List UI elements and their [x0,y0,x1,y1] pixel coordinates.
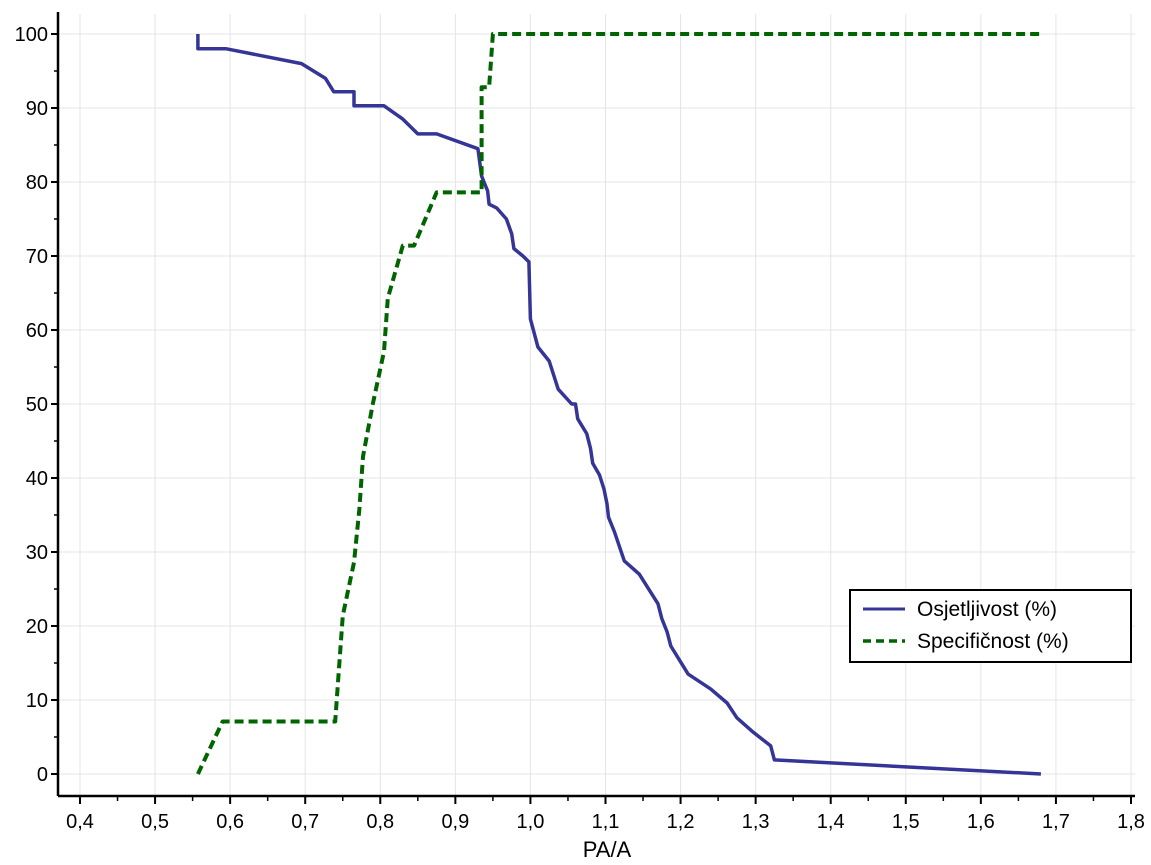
x-tick-label: 1,2 [667,811,695,833]
y-tick-label: 10 [26,690,48,712]
x-tick-label: 1,6 [967,811,995,833]
x-axis-title: PA/A [583,837,632,862]
y-tick-label: 70 [26,246,48,268]
x-tick-label: 0,7 [291,811,319,833]
x-tick-label: 0,8 [366,811,394,833]
ticks: 0 10 20 30 40 50 60 70 80 90 100 0,4 0,5 0,6 0,7 0,8 0,9… [15,24,1145,833]
y-tick-label: 50 [26,394,48,416]
y-tick-label: 90 [26,98,48,120]
legend: Osjetljivost (%) Specifičnost (%) [849,589,1132,663]
y-tick-label: 60 [26,320,48,342]
series-line-sensitivity [196,34,1041,776]
x-tick-label: 1,0 [517,811,545,833]
y-tick-label: 30 [26,542,48,564]
x-tick-label: 0,9 [441,811,469,833]
x-tick-label: 0,5 [141,811,169,833]
x-tick-label: 1,8 [1117,811,1145,833]
x-tick-label: 1,7 [1042,811,1070,833]
x-tick-label: 1,5 [892,811,920,833]
y-tick-label: 0 [37,764,48,786]
grid [58,14,1135,796]
series-layer [196,32,1041,776]
x-tick-label: 1,3 [742,811,770,833]
legend-box [849,589,1132,663]
y-tick-label: 40 [26,468,48,490]
legend-label-sensitivity: Osjetljivost (%) [917,598,1057,621]
y-tick-label: 100 [15,24,48,46]
x-tick-label: 1,1 [592,811,620,833]
x-tick-label: 0,4 [66,811,94,833]
y-tick-label: 80 [26,172,48,194]
legend-label-specificity: Specifičnost (%) [917,630,1069,653]
series-line-specificity [196,32,1041,775]
y-tick-label: 20 [26,616,48,638]
x-tick-label: 0,6 [216,811,244,833]
x-tick-label: 1,4 [817,811,845,833]
